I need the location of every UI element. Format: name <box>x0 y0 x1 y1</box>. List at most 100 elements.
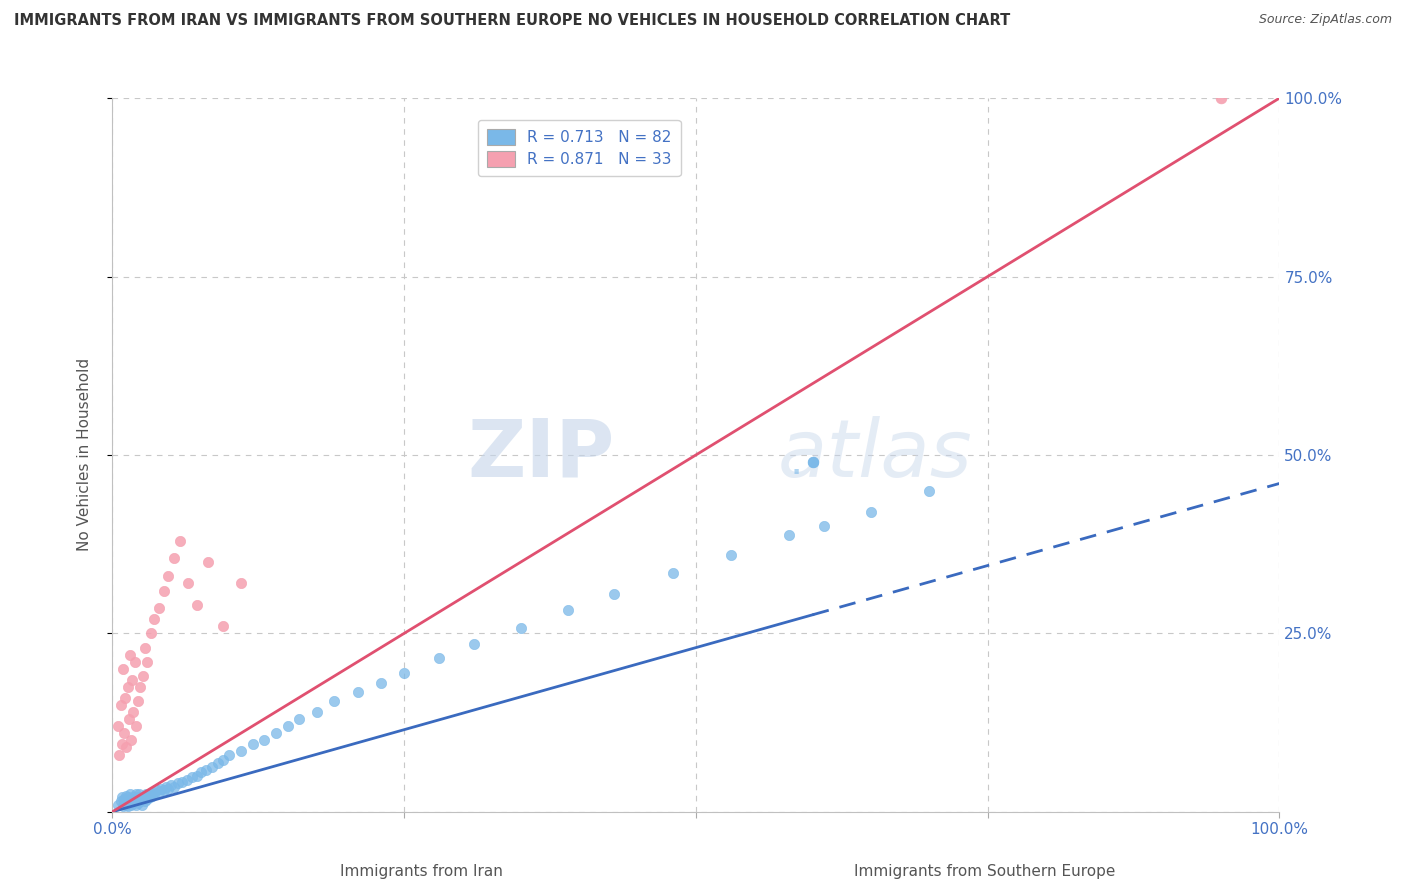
Point <box>112 796 135 810</box>
Point <box>603 587 626 601</box>
Legend: R = 0.713   N = 82, R = 0.871   N = 33: R = 0.713 N = 82, R = 0.871 N = 33 <box>478 120 681 177</box>
Point <box>139 790 162 805</box>
Point <box>125 797 148 812</box>
Point <box>122 790 145 805</box>
Point <box>153 783 176 797</box>
Point <box>132 790 155 805</box>
Point <box>276 719 298 733</box>
Y-axis label: No Vehicles in Household: No Vehicles in Household <box>77 359 91 551</box>
Point <box>111 799 134 814</box>
Point <box>132 669 155 683</box>
Point <box>190 765 212 780</box>
Point <box>163 780 186 794</box>
Point <box>121 673 143 687</box>
Point <box>720 548 742 562</box>
Text: ZIP: ZIP <box>467 416 614 494</box>
Point <box>121 794 143 808</box>
Point <box>115 789 138 803</box>
Point <box>110 698 132 712</box>
Text: Source: ZipAtlas.com: Source: ZipAtlas.com <box>1258 13 1392 27</box>
Point <box>166 776 188 790</box>
Point <box>141 789 163 803</box>
Point <box>801 455 824 469</box>
Point <box>118 794 141 808</box>
Point <box>392 665 416 680</box>
Point <box>172 774 194 789</box>
Point <box>115 797 138 812</box>
Text: Immigrants from Iran: Immigrants from Iran <box>340 863 503 879</box>
Point <box>122 705 145 719</box>
Point <box>107 797 129 812</box>
Point <box>125 719 148 733</box>
Point <box>117 680 139 694</box>
Point <box>125 794 148 808</box>
Point <box>778 528 800 542</box>
Point <box>148 785 170 799</box>
Point <box>509 621 531 635</box>
Point <box>176 772 198 787</box>
Point <box>177 576 200 591</box>
Point <box>136 655 159 669</box>
Point <box>108 747 131 762</box>
Point <box>124 792 146 806</box>
Point <box>169 533 191 548</box>
Point <box>186 598 208 612</box>
Point <box>143 787 166 801</box>
Point <box>131 790 153 805</box>
Point <box>157 781 180 796</box>
Point <box>197 555 219 569</box>
Point <box>157 569 180 583</box>
Point <box>128 787 150 801</box>
Point <box>107 719 129 733</box>
Point <box>305 705 328 719</box>
Point <box>129 680 152 694</box>
Point <box>207 756 229 771</box>
Point <box>242 737 264 751</box>
Point <box>288 712 311 726</box>
Point <box>194 764 217 778</box>
Point <box>129 794 152 808</box>
Point <box>229 744 252 758</box>
Point <box>212 753 235 767</box>
Point <box>111 790 134 805</box>
Point <box>136 792 159 806</box>
Point <box>117 799 139 814</box>
Point <box>135 787 157 801</box>
Point <box>201 760 224 774</box>
Point <box>859 505 883 519</box>
Point <box>155 780 177 794</box>
Point <box>117 790 139 805</box>
Point <box>134 640 156 655</box>
Point <box>918 483 941 498</box>
Point <box>148 601 170 615</box>
Point <box>160 778 183 792</box>
Text: atlas: atlas <box>778 416 973 494</box>
Point <box>127 790 149 805</box>
Point <box>212 619 235 633</box>
Point <box>111 662 134 676</box>
Point <box>253 733 276 747</box>
Point <box>134 794 156 808</box>
Point <box>138 789 160 803</box>
Point <box>118 787 141 801</box>
Point <box>370 676 392 690</box>
Point <box>124 655 146 669</box>
Point <box>163 551 186 566</box>
Point <box>180 771 202 785</box>
Point <box>112 792 135 806</box>
Point <box>146 783 169 797</box>
Point <box>427 651 450 665</box>
Point <box>813 519 835 533</box>
Point <box>557 603 579 617</box>
Point <box>127 796 149 810</box>
Point <box>801 455 824 469</box>
Point <box>127 694 149 708</box>
Point <box>125 787 148 801</box>
Point <box>143 612 166 626</box>
Point <box>139 626 162 640</box>
Point <box>115 740 138 755</box>
Point <box>323 694 346 708</box>
Point <box>346 685 368 699</box>
Text: .: . <box>789 441 803 483</box>
Point <box>114 690 136 705</box>
